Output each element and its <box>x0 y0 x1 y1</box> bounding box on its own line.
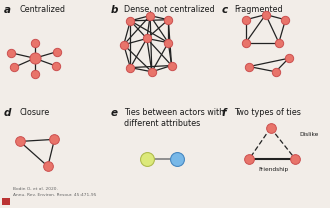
Text: Bodin O, et al. 2020.
Annu. Rev. Environ. Resour. 45:471-95: Bodin O, et al. 2020. Annu. Rev. Environ… <box>13 187 96 197</box>
Text: f: f <box>222 108 226 118</box>
Text: b: b <box>111 5 118 15</box>
Text: Two types of ties: Two types of ties <box>234 108 301 117</box>
Text: a: a <box>4 5 11 15</box>
Text: Ties between actors with
different attributes: Ties between actors with different attri… <box>124 108 224 128</box>
Text: c: c <box>222 5 228 15</box>
Text: Centralized: Centralized <box>19 5 65 14</box>
Text: e: e <box>111 108 117 118</box>
Text: Friendship: Friendship <box>258 167 288 172</box>
Text: Fragmented: Fragmented <box>234 5 283 14</box>
Text: d: d <box>4 108 11 118</box>
Text: Dislike: Dislike <box>300 132 319 137</box>
Text: Dense, not centralized: Dense, not centralized <box>124 5 214 14</box>
Bar <box>2 198 10 205</box>
Text: Closure: Closure <box>19 108 50 117</box>
